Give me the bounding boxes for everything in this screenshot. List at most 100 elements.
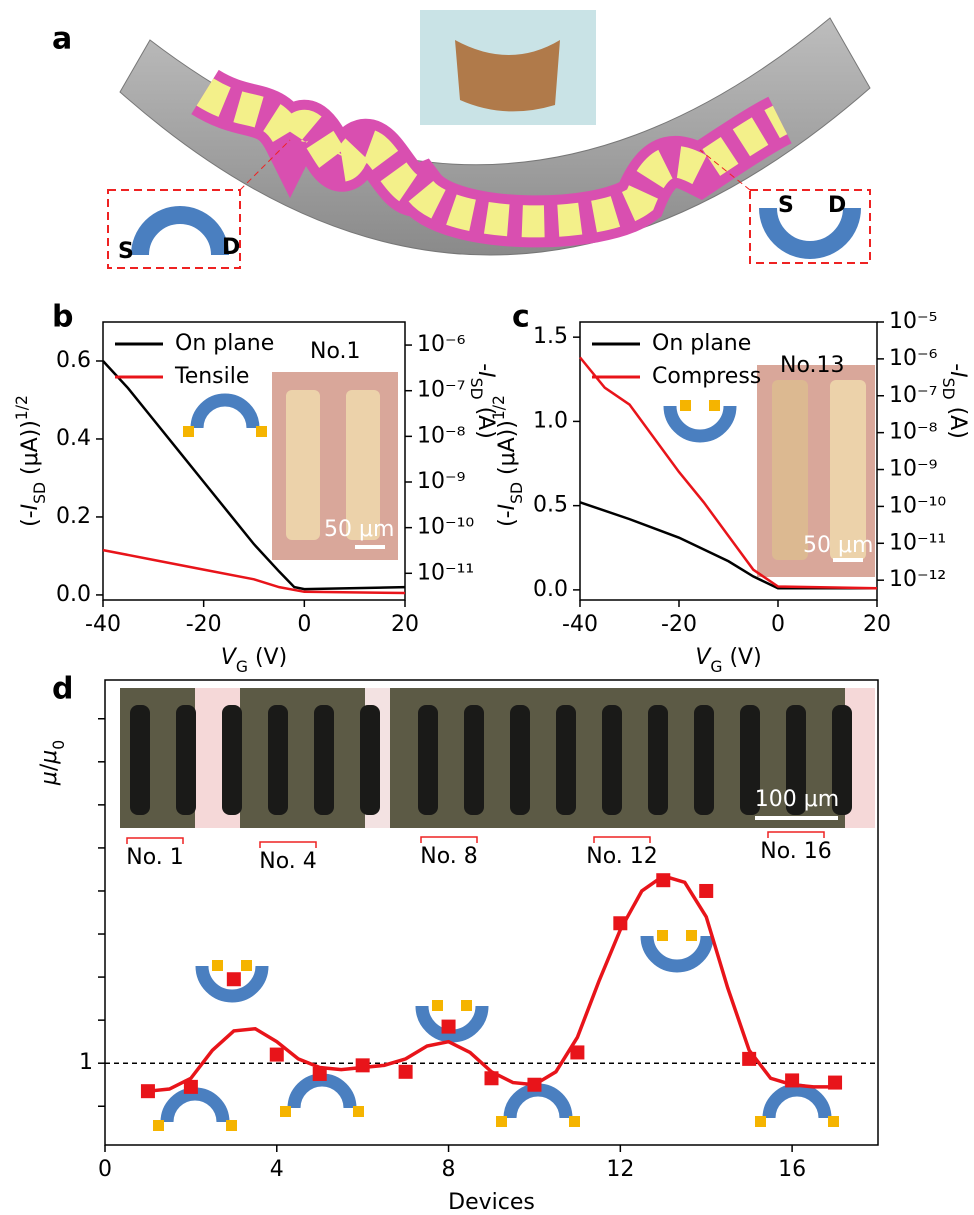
source-label: S [118, 239, 134, 264]
plot-frame [579, 321, 878, 601]
y-tick-label: 0.0 [56, 582, 91, 607]
y2-tick-label: 10⁻⁸ [417, 423, 466, 448]
inset-box [107, 189, 241, 269]
x-axis-label: VG (V) [695, 645, 761, 676]
panel-label: c [512, 300, 530, 335]
x-tick-label: 0 [297, 612, 311, 637]
x-axis-label: VG (V) [221, 645, 287, 676]
point [699, 883, 714, 898]
cup [759, 207, 861, 259]
y-tick-label: 1 [79, 1050, 93, 1075]
label-part: (μA)) [18, 420, 43, 482]
callout [239, 139, 291, 191]
label-part: I [18, 504, 43, 511]
photo-stripe [268, 705, 288, 815]
x-tick-label: 12 [606, 1157, 634, 1182]
bracket [259, 841, 317, 848]
photo-stripe [464, 705, 484, 815]
panel-label: b [52, 300, 73, 335]
y-axis-label: (-ISD (μA))1/2 [13, 395, 49, 527]
cartoon [183, 400, 267, 437]
y2-tick-label: 10⁻⁵ [889, 309, 937, 334]
photo-stripe [510, 705, 530, 815]
x-tick-label: 20 [391, 612, 419, 637]
point [742, 1051, 757, 1066]
y2-tick-label: 10⁻⁶ [417, 332, 466, 357]
x-tick-label: 20 [863, 612, 891, 637]
panel-label: d [52, 672, 73, 707]
electrode [830, 380, 866, 560]
x-tick-label: -20 [186, 612, 222, 637]
label-part: (A) [945, 400, 970, 439]
label-part: 1/2 [490, 395, 508, 420]
photo-stripe [694, 705, 714, 815]
line [102, 548, 406, 595]
arch [131, 206, 229, 256]
plot-frame [102, 321, 406, 601]
label-part: V [221, 645, 238, 670]
x-tick-label: -40 [562, 612, 598, 637]
panel-label: a [52, 22, 72, 57]
label-part: V [695, 645, 712, 670]
legend-label: Compress [652, 364, 761, 389]
annotation: No.13 [780, 353, 845, 378]
point [527, 1077, 542, 1092]
label-part: / [37, 763, 62, 771]
line [102, 360, 406, 591]
point [484, 1071, 499, 1086]
label-part: 1/2 [13, 395, 31, 420]
photo-stripe [314, 705, 334, 815]
label-part: (- [495, 510, 520, 527]
label-part: SD [940, 378, 958, 400]
bracket [126, 837, 184, 844]
y2-axis-label: -ISD (A) [468, 363, 499, 439]
label-part: (V) [248, 645, 287, 670]
y2-tick-label: 10⁻⁹ [417, 469, 465, 494]
point [355, 1058, 370, 1073]
point [140, 1084, 155, 1099]
point [828, 1075, 843, 1090]
bracket [420, 836, 478, 843]
label-part: I [495, 504, 520, 511]
y2-tick-label: 10⁻¹¹ [417, 560, 474, 585]
y-axis-label: (-ISD (μA))1/2 [490, 395, 526, 527]
y2-tick-label: 10⁻¹² [889, 567, 946, 592]
y2-tick-label: 10⁻⁸ [889, 420, 938, 445]
label-part: μ [37, 750, 62, 765]
label-part: I [473, 371, 498, 378]
point [398, 1064, 413, 1079]
point [785, 1073, 800, 1088]
y-tick-label: 0.6 [56, 348, 91, 373]
photo-label: No. 1 [126, 845, 184, 870]
line [579, 356, 878, 590]
y-tick-label: 0.4 [56, 426, 91, 451]
label-part: Devices [448, 1190, 535, 1215]
y2-tick-label: 10⁻⁷ [417, 378, 465, 403]
x-tick-label: 0 [771, 612, 785, 637]
label-part: G [710, 658, 722, 676]
point [312, 1066, 327, 1081]
y-tick-label: 0.2 [56, 504, 91, 529]
photo-label: No. 12 [586, 844, 658, 869]
label-part: 0 [50, 740, 68, 750]
scale-bar-label: 50 μm [324, 517, 394, 542]
photo-stripe [648, 705, 668, 815]
y2-tick-label: 10⁻¹¹ [889, 530, 946, 555]
y2-tick-label: 10⁻¹⁰ [889, 493, 946, 518]
x-tick-label: 0 [98, 1157, 112, 1182]
inset-b [183, 372, 398, 560]
drain-label: D [828, 193, 846, 218]
annotation: No.1 [310, 339, 361, 364]
photo-label: No. 16 [760, 839, 832, 864]
point [226, 972, 241, 987]
label-part: - [945, 363, 970, 371]
y2-tick-label: 10⁻¹⁰ [417, 515, 474, 540]
plot-frame [104, 679, 879, 1146]
electrodes [196, 78, 788, 238]
source-label: S [778, 193, 794, 218]
y2-tick-label: 10⁻⁷ [889, 383, 937, 408]
photo-d [120, 688, 875, 828]
y2-tick-label: 10⁻⁶ [889, 346, 938, 371]
point [183, 1079, 198, 1094]
y-axis-label: μ/μ0 [37, 740, 68, 786]
